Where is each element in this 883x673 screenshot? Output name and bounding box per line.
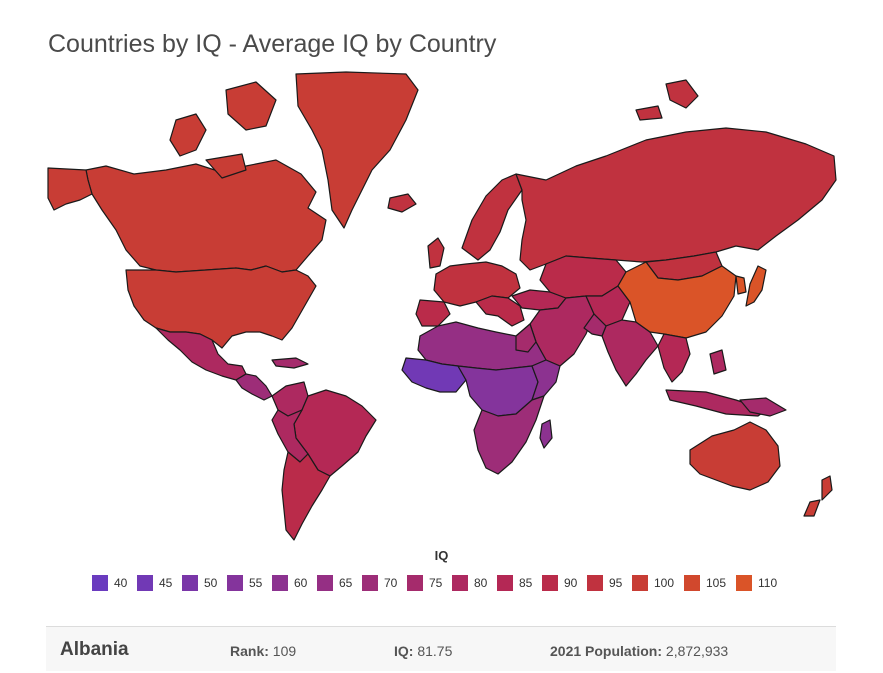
legend-item: 65	[317, 575, 362, 591]
west-africa[interactable]	[401, 357, 467, 393]
legend-swatch	[542, 575, 558, 591]
legend-label: 85	[519, 576, 533, 590]
legend-label: 40	[114, 576, 128, 590]
population-stat: 2021 Population: 2,872,933	[550, 643, 728, 659]
legend-item: 60	[272, 575, 317, 591]
world-map[interactable]	[46, 70, 838, 550]
country-mexico[interactable]	[155, 327, 247, 381]
western-europe[interactable]	[433, 261, 521, 307]
country-usa[interactable]	[125, 265, 317, 349]
legend-item: 75	[407, 575, 452, 591]
legend-label: 70	[384, 576, 398, 590]
legend-swatch	[92, 575, 108, 591]
legend-label: 110	[758, 576, 778, 590]
rank-stat: Rank: 109	[230, 643, 296, 659]
scandinavia[interactable]	[461, 173, 523, 261]
country-korea[interactable]	[735, 275, 747, 295]
country-central-america[interactable]	[235, 373, 273, 401]
country-papua-new-guinea[interactable]	[739, 397, 787, 417]
caribbean[interactable]	[271, 357, 309, 369]
legend-swatch	[272, 575, 288, 591]
legend-swatch	[587, 575, 603, 591]
southern-africa[interactable]	[473, 395, 545, 475]
country-name: Albania	[60, 639, 129, 660]
legend-item: 100	[632, 575, 684, 591]
legend-label: 50	[204, 576, 218, 590]
country-iceland[interactable]	[387, 193, 417, 213]
country-info-panel: Albania Rank: 109 IQ: 81.75 2021 Populat…	[46, 626, 836, 671]
legend-item: 50	[182, 575, 227, 591]
legend-label: 90	[564, 576, 578, 590]
country-madagascar[interactable]	[539, 419, 553, 449]
iq-stat: IQ: 81.75	[394, 643, 452, 659]
country-canada[interactable]	[85, 159, 327, 273]
legend-item: 55	[227, 575, 272, 591]
legend-item: 95	[587, 575, 632, 591]
country-egypt[interactable]	[515, 323, 537, 353]
legend-swatch	[317, 575, 333, 591]
country-pakistan[interactable]	[583, 313, 607, 337]
southeast-asia[interactable]	[657, 333, 691, 383]
indonesia-philippines[interactable]	[665, 349, 767, 417]
legend-swatch	[137, 575, 153, 591]
country-australia[interactable]	[689, 421, 781, 491]
country-argentina-chile[interactable]	[281, 451, 331, 541]
legend-label: 60	[294, 576, 308, 590]
legend-swatch	[497, 575, 513, 591]
country-italy-balkans[interactable]	[475, 295, 525, 327]
country-alaska[interactable]	[47, 167, 93, 211]
iq-label: IQ:	[394, 643, 414, 659]
legend-label: 100	[654, 576, 675, 590]
legend-swatch	[684, 575, 700, 591]
legend-label: 45	[159, 576, 173, 590]
country-india[interactable]	[601, 319, 659, 387]
legend-item: 80	[452, 575, 497, 591]
legend-swatch	[362, 575, 378, 591]
legend-swatch	[452, 575, 468, 591]
legend-label: 95	[609, 576, 623, 590]
east-africa[interactable]	[531, 359, 561, 401]
country-iberia[interactable]	[415, 299, 451, 327]
legend-item: 105	[684, 575, 736, 591]
iq-value: 81.75	[417, 643, 453, 659]
legend-label: 80	[474, 576, 488, 590]
legend-title: IQ	[434, 548, 449, 563]
legend-label: 75	[429, 576, 443, 590]
legend-item: 70	[362, 575, 407, 591]
arctic-islands[interactable]	[169, 81, 277, 179]
country-japan[interactable]	[745, 265, 767, 307]
page-title: Countries by IQ - Average IQ by Country	[48, 30, 497, 58]
legend-label: 65	[339, 576, 353, 590]
country-greenland[interactable]	[295, 71, 419, 229]
legend-label: 105	[706, 576, 727, 590]
legend-label: 55	[249, 576, 263, 590]
rank-label: Rank:	[230, 643, 269, 659]
legend-item: 110	[736, 575, 788, 591]
country-new-zealand[interactable]	[803, 475, 833, 517]
population-value: 2,872,933	[665, 643, 729, 659]
legend-swatch	[632, 575, 648, 591]
legend-swatch	[227, 575, 243, 591]
legend-item: 85	[497, 575, 542, 591]
legend-swatch	[736, 575, 752, 591]
country-russia[interactable]	[515, 127, 837, 271]
arctic-russia-islands[interactable]	[635, 79, 699, 121]
legend-swatch	[182, 575, 198, 591]
country-uk[interactable]	[427, 237, 445, 269]
legend-swatch	[407, 575, 423, 591]
population-label: 2021 Population:	[550, 643, 663, 659]
legend: 40 45 50 55 60 65 70 75 80 85 90 95 100 …	[92, 575, 788, 591]
rank-value: 109	[272, 643, 297, 659]
legend-item: 40	[92, 575, 137, 591]
legend-item: 90	[542, 575, 587, 591]
legend-item: 45	[137, 575, 182, 591]
